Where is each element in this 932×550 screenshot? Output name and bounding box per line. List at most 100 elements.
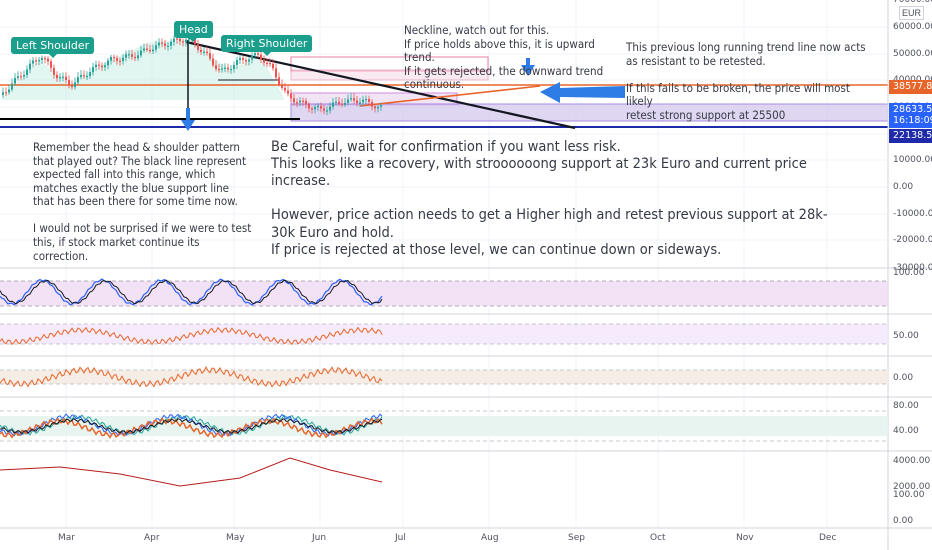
candle (317, 105, 319, 108)
candle (344, 102, 346, 105)
candle (275, 68, 277, 78)
candle (206, 51, 208, 54)
candle (137, 55, 139, 59)
candle (143, 48, 145, 51)
candle (26, 69, 28, 75)
momentum-line (0, 366, 383, 388)
blue-arrow-down-small-icon (521, 58, 535, 76)
stoch-d-line (0, 279, 383, 305)
head-tag[interactable]: Head (174, 21, 213, 42)
candle (29, 63, 31, 70)
pane-tick: 4000.00 (893, 456, 931, 466)
candle (233, 64, 235, 69)
candle (119, 60, 121, 62)
candle (218, 68, 220, 71)
candle (98, 64, 100, 66)
candle (116, 58, 118, 61)
candle (329, 106, 331, 111)
zone-box-lower[interactable] (290, 92, 458, 106)
candle (338, 101, 340, 104)
candle (251, 55, 253, 60)
candle (59, 76, 61, 79)
time-tick: Dec (819, 533, 837, 543)
time-tick: Jun (312, 533, 327, 543)
candle (56, 74, 58, 79)
candle (89, 72, 91, 76)
time-tick: Mar (58, 533, 75, 543)
resistance-note[interactable]: This previous long running trend line no… (626, 40, 866, 122)
candle (305, 100, 307, 105)
candle (197, 44, 199, 50)
candle (53, 67, 55, 75)
candle (65, 76, 67, 81)
candle (326, 110, 328, 112)
pane-tick: 40.00 (893, 426, 919, 436)
uptrend-orange-line[interactable] (359, 85, 541, 107)
candle (50, 61, 52, 68)
currency-label[interactable]: EUR (899, 6, 925, 20)
price-tick: -20000.00 (893, 235, 932, 245)
neckline-note[interactable]: Neckline, watch out for this. If price h… (404, 23, 604, 92)
price-tick: 50000.00 (893, 49, 932, 59)
candle (173, 38, 175, 42)
candle (332, 102, 334, 107)
candle (254, 53, 256, 56)
candle (380, 105, 382, 107)
candle (152, 49, 154, 52)
stoch-k-line (0, 278, 383, 306)
left-shoulder-tag[interactable]: Left Shoulder (11, 37, 95, 58)
candle (5, 92, 7, 94)
zone-box-mid[interactable] (290, 69, 489, 81)
indicator4-line-c (0, 417, 383, 439)
rsi-band (0, 324, 888, 344)
indicator4-line-a (0, 414, 383, 436)
head-shoulder-note[interactable]: Remember the head & shoulder pattern tha… (33, 140, 252, 263)
candle (374, 106, 376, 109)
price-label: 28633.54 (889, 103, 932, 117)
time-tick: Jul (395, 533, 406, 543)
price-tick: 60000.00 (893, 22, 932, 32)
pane-tick: 100.00 (893, 490, 925, 500)
candle (296, 102, 298, 104)
candle (287, 90, 289, 94)
candle (359, 102, 361, 104)
blue-arrow-down-icon (181, 108, 195, 131)
candle (320, 105, 322, 109)
candle (221, 68, 223, 70)
candle (170, 41, 172, 46)
candle (347, 99, 349, 103)
candle (128, 54, 130, 56)
candle (41, 57, 43, 60)
candle (38, 59, 40, 62)
candle (377, 106, 379, 109)
candle (311, 108, 313, 110)
candle (140, 50, 142, 56)
candle (164, 43, 166, 46)
candle (182, 41, 184, 43)
time-tick: Aug (481, 533, 499, 543)
candle (269, 63, 271, 65)
candle (227, 67, 229, 70)
candle (266, 62, 268, 65)
candle (335, 101, 337, 103)
candle (353, 98, 355, 101)
time-tick: May (226, 533, 245, 543)
price-tick: 0.00 (893, 182, 914, 192)
downtrend-neckline[interactable] (185, 40, 576, 130)
candle (35, 60, 37, 62)
candle (371, 101, 373, 107)
main-note[interactable]: Be Careful, wait for confirmation if you… (271, 139, 828, 258)
candle (8, 89, 10, 93)
candle (125, 54, 127, 58)
stoch-band (0, 281, 888, 306)
candle (110, 57, 112, 61)
candle (155, 45, 157, 50)
candle (77, 77, 79, 83)
time-tick: Sep (568, 533, 585, 543)
candle (200, 49, 202, 52)
right-shoulder-tag[interactable]: Right Shoulder (221, 35, 313, 56)
candle (302, 100, 304, 102)
candle (71, 85, 73, 88)
